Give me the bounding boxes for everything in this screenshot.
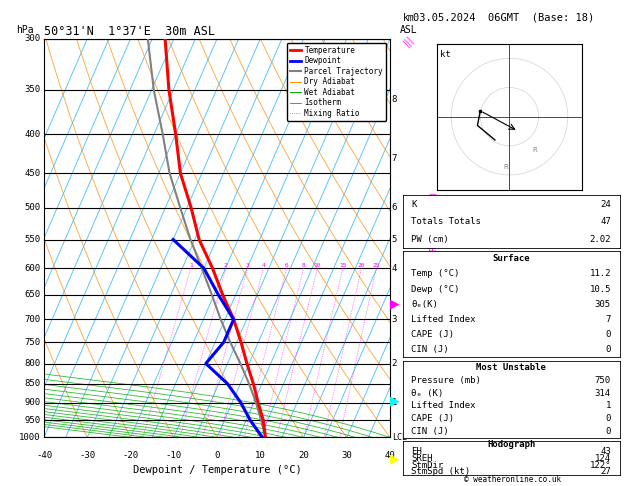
Text: 600: 600 (25, 264, 40, 273)
Text: Temp (°C): Temp (°C) (411, 269, 460, 278)
Text: 0: 0 (606, 330, 611, 339)
Text: 03.05.2024  06GMT  (Base: 18): 03.05.2024 06GMT (Base: 18) (413, 12, 594, 22)
Text: 1: 1 (189, 263, 192, 268)
Text: Totals Totals: Totals Totals (411, 217, 481, 226)
Text: Pressure (mb): Pressure (mb) (411, 376, 481, 384)
Text: 450: 450 (25, 169, 40, 177)
Text: 550: 550 (25, 235, 40, 244)
Text: 6: 6 (392, 204, 397, 212)
Text: StmSpd (kt): StmSpd (kt) (411, 468, 470, 476)
Text: SREH: SREH (411, 454, 433, 463)
Text: 5: 5 (392, 235, 397, 244)
Text: 300: 300 (25, 35, 40, 43)
Text: 4: 4 (392, 264, 397, 273)
Text: ▶: ▶ (390, 297, 399, 310)
Text: kt: kt (440, 50, 450, 59)
Text: 700: 700 (25, 315, 40, 324)
Text: 1: 1 (392, 398, 397, 407)
Text: Lifted Index: Lifted Index (411, 401, 476, 411)
Text: 27: 27 (600, 468, 611, 476)
Text: 20: 20 (298, 451, 309, 460)
Text: LCL: LCL (392, 433, 407, 442)
Text: -20: -20 (123, 451, 138, 460)
Text: 900: 900 (25, 398, 40, 407)
Text: ▶: ▶ (390, 395, 399, 407)
Text: 7: 7 (392, 154, 397, 162)
Text: Lifted Index: Lifted Index (411, 315, 476, 324)
Text: Surface: Surface (493, 254, 530, 263)
Text: 800: 800 (25, 359, 40, 368)
Text: -40: -40 (36, 451, 52, 460)
Text: 20: 20 (358, 263, 365, 268)
Text: ▶: ▶ (390, 453, 399, 466)
Text: 1: 1 (606, 401, 611, 411)
Text: 122°: 122° (589, 461, 611, 469)
Text: Hodograph: Hodograph (487, 440, 535, 449)
Text: km
ASL: km ASL (400, 13, 418, 35)
Legend: Temperature, Dewpoint, Parcel Trajectory, Dry Adiabat, Wet Adiabat, Isotherm, Mi: Temperature, Dewpoint, Parcel Trajectory… (287, 43, 386, 121)
Text: θₑ (K): θₑ (K) (411, 388, 443, 398)
Text: PW (cm): PW (cm) (411, 235, 449, 243)
Text: 25: 25 (372, 263, 380, 268)
Text: 3: 3 (392, 315, 397, 324)
Text: 10: 10 (255, 451, 265, 460)
Text: © weatheronline.co.uk: © weatheronline.co.uk (464, 474, 561, 484)
Text: CIN (J): CIN (J) (411, 427, 449, 436)
Text: CIN (J): CIN (J) (411, 345, 449, 354)
Text: 850: 850 (25, 379, 40, 388)
Text: 2: 2 (224, 263, 228, 268)
Text: 400: 400 (25, 130, 40, 139)
Text: 3: 3 (245, 263, 249, 268)
Text: 0: 0 (214, 451, 220, 460)
Text: Dewp (°C): Dewp (°C) (411, 285, 460, 294)
Text: hPa: hPa (16, 25, 34, 35)
Text: 11.2: 11.2 (589, 269, 611, 278)
Text: 750: 750 (595, 376, 611, 384)
Text: 350: 350 (25, 86, 40, 94)
Text: 0: 0 (606, 427, 611, 436)
Text: 2: 2 (392, 359, 397, 368)
Text: R: R (533, 147, 538, 153)
Text: 4: 4 (262, 263, 265, 268)
Text: R: R (504, 164, 508, 170)
Text: Most Unstable: Most Unstable (476, 363, 546, 372)
Text: 6: 6 (285, 263, 289, 268)
Text: Mixing Ratio (g/kg): Mixing Ratio (g/kg) (430, 191, 440, 286)
Text: StmDir: StmDir (411, 461, 443, 469)
Text: -10: -10 (165, 451, 182, 460)
Text: 8: 8 (392, 95, 397, 104)
Text: 650: 650 (25, 290, 40, 299)
Text: 40: 40 (384, 451, 396, 460)
Text: 500: 500 (25, 204, 40, 212)
Text: 30: 30 (342, 451, 352, 460)
Text: 7: 7 (606, 315, 611, 324)
Text: 15: 15 (339, 263, 347, 268)
Text: 10.5: 10.5 (589, 285, 611, 294)
Text: 1000: 1000 (19, 433, 40, 442)
Text: 50°31'N  1°37'E  30m ASL: 50°31'N 1°37'E 30m ASL (44, 25, 215, 38)
Text: 305: 305 (595, 300, 611, 309)
Text: 8: 8 (302, 263, 306, 268)
Text: CAPE (J): CAPE (J) (411, 330, 454, 339)
Text: 0: 0 (606, 415, 611, 423)
Text: 750: 750 (25, 338, 40, 347)
Text: 314: 314 (595, 388, 611, 398)
Text: EH: EH (411, 447, 422, 456)
Text: Dewpoint / Temperature (°C): Dewpoint / Temperature (°C) (133, 465, 301, 475)
Text: K: K (411, 200, 416, 208)
Text: 2.02: 2.02 (589, 235, 611, 243)
Text: 124: 124 (595, 454, 611, 463)
Text: 43: 43 (600, 447, 611, 456)
Text: |||: ||| (401, 34, 416, 49)
Text: θₑ(K): θₑ(K) (411, 300, 438, 309)
Text: 0: 0 (606, 345, 611, 354)
Text: 24: 24 (600, 200, 611, 208)
Text: 47: 47 (600, 217, 611, 226)
Text: CAPE (J): CAPE (J) (411, 415, 454, 423)
Text: -30: -30 (79, 451, 96, 460)
Text: 10: 10 (314, 263, 321, 268)
Text: 950: 950 (25, 416, 40, 425)
